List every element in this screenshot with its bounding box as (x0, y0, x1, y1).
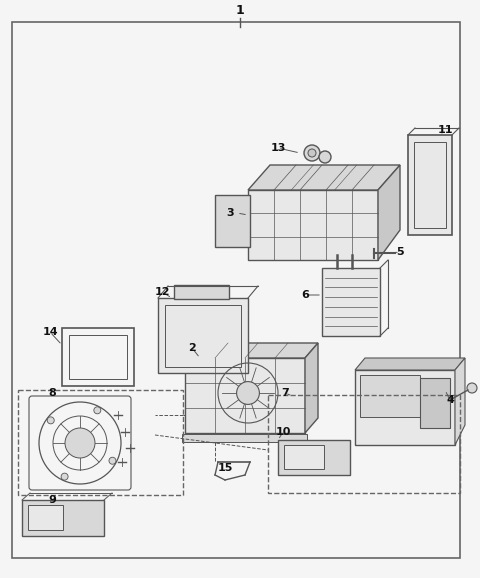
Bar (414, 142, 446, 228)
Text: 1: 1 (236, 5, 244, 17)
Bar (408, 135, 452, 235)
Bar (69, 335, 127, 379)
Circle shape (94, 407, 101, 414)
Bar (215, 195, 250, 247)
Circle shape (47, 417, 54, 424)
Text: 11: 11 (437, 125, 453, 135)
Text: 7: 7 (281, 388, 289, 398)
Bar (355, 370, 455, 445)
Text: 5: 5 (396, 247, 404, 257)
Text: 14: 14 (42, 327, 58, 337)
Text: 13: 13 (270, 143, 286, 153)
Circle shape (109, 457, 116, 464)
Bar (22, 500, 104, 536)
Polygon shape (305, 343, 318, 433)
Circle shape (65, 428, 95, 458)
Bar (182, 434, 307, 442)
Circle shape (319, 151, 331, 163)
Polygon shape (185, 343, 318, 358)
Circle shape (467, 383, 477, 393)
Text: 15: 15 (217, 463, 233, 473)
Bar (185, 358, 305, 433)
Text: 9: 9 (48, 495, 56, 505)
Bar (360, 375, 420, 417)
Bar (268, 395, 460, 493)
Circle shape (304, 145, 320, 161)
Text: 2: 2 (188, 343, 196, 353)
Bar (278, 440, 350, 475)
Bar (158, 298, 248, 373)
Polygon shape (455, 358, 465, 445)
Text: 3: 3 (226, 208, 234, 218)
Bar (322, 268, 380, 336)
Circle shape (61, 473, 68, 480)
Bar (284, 445, 324, 469)
Bar (248, 190, 378, 260)
Text: 6: 6 (301, 290, 309, 300)
Bar (420, 378, 450, 428)
Bar (18, 390, 183, 495)
Circle shape (237, 381, 259, 405)
Text: 10: 10 (276, 427, 291, 437)
Circle shape (308, 149, 316, 157)
Text: 4: 4 (446, 395, 454, 405)
Polygon shape (355, 358, 465, 370)
Polygon shape (248, 165, 400, 190)
Bar (28, 505, 63, 530)
Text: 12: 12 (154, 287, 170, 297)
Text: 8: 8 (48, 388, 56, 398)
Bar (174, 285, 229, 299)
Polygon shape (378, 165, 400, 260)
Bar (165, 305, 241, 367)
Bar (62, 328, 134, 386)
